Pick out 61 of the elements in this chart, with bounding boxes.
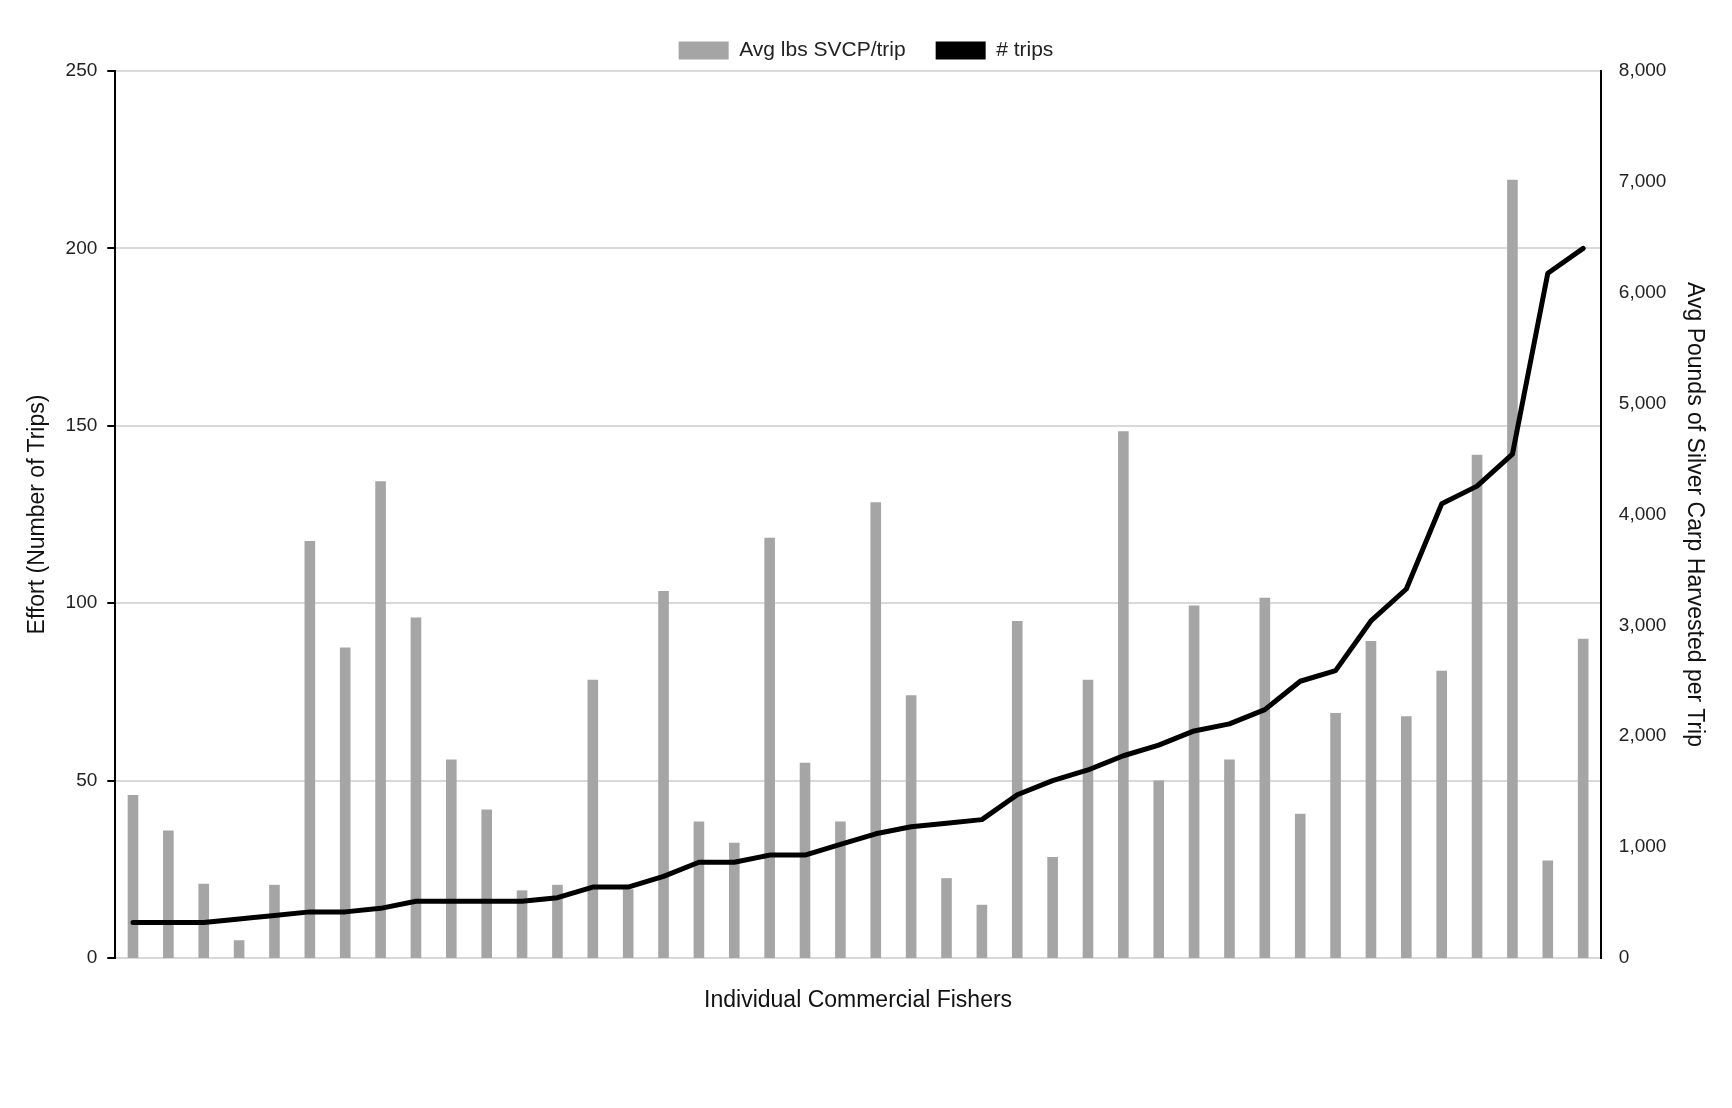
y-tick-label: 100 [65, 591, 98, 613]
bar [1507, 179, 1518, 958]
bar [1011, 620, 1023, 958]
bar [622, 889, 634, 958]
y-tick-label: 50 [76, 768, 98, 790]
bar [693, 821, 705, 958]
bar [587, 679, 599, 958]
bar [552, 884, 563, 958]
y-axis-title: Effort (Number of Trips) [23, 394, 50, 635]
bar [1294, 813, 1306, 958]
bar [1047, 857, 1058, 958]
y2-tick-label: 4,000 [1618, 502, 1667, 524]
y-tick-label: 150 [65, 414, 98, 436]
bar [481, 809, 492, 958]
bar [764, 537, 775, 958]
y2-tick-label: 0 [1618, 946, 1630, 968]
bar [976, 904, 988, 958]
bar [269, 884, 280, 958]
y2-tick-label: 7,000 [1618, 170, 1667, 192]
bar [1330, 712, 1341, 958]
bar [339, 647, 351, 958]
bar [163, 830, 174, 958]
bar [127, 795, 139, 958]
y2-tick-label: 8,000 [1618, 59, 1667, 81]
bar [1153, 780, 1165, 958]
bar [1471, 454, 1483, 958]
y2-tick-label: 1,000 [1618, 835, 1667, 857]
bar [799, 762, 811, 958]
bar [1365, 640, 1377, 958]
bar [728, 842, 740, 958]
y2-tick-label: 6,000 [1618, 280, 1667, 302]
bar [905, 695, 917, 958]
bar [1259, 597, 1271, 958]
y-tick-label: 0 [86, 946, 98, 968]
bar [198, 883, 210, 958]
bar [1542, 860, 1554, 958]
bar [1401, 716, 1412, 958]
legend-label: Avg lbs SVCP/trip [739, 37, 906, 61]
y2-tick-label: 3,000 [1618, 613, 1667, 635]
y2-axis-title: Avg Pounds of Silver Carp Harvested per Trip [1682, 282, 1709, 747]
bar [410, 617, 422, 958]
y-tick-label: 200 [65, 236, 98, 258]
bar [1224, 759, 1235, 958]
legend-label: # trips [996, 37, 1054, 61]
bar [375, 481, 386, 958]
bar [835, 821, 846, 958]
bar [446, 759, 457, 958]
bar [1436, 670, 1447, 958]
y2-tick-label: 5,000 [1618, 391, 1667, 413]
bar [1188, 605, 1200, 958]
y-tick-label: 250 [65, 59, 98, 81]
bar [1082, 679, 1094, 958]
bar [658, 591, 669, 958]
bar [870, 502, 882, 958]
x-axis-title: Individual Commercial Fishers [704, 985, 1013, 1012]
bar [304, 541, 316, 958]
bar [941, 878, 952, 958]
y2-tick-label: 2,000 [1618, 724, 1667, 746]
bar [1577, 638, 1589, 958]
bar [233, 940, 245, 958]
bar [1118, 431, 1129, 958]
